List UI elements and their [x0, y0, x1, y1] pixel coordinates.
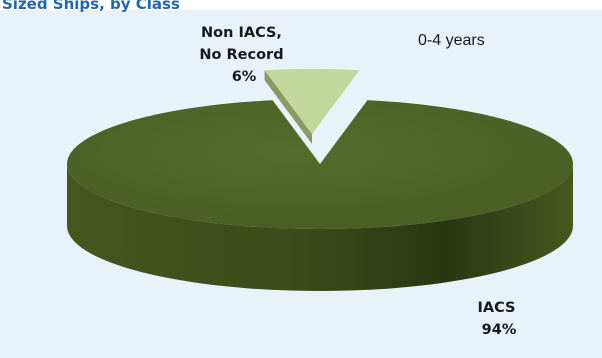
pie-slice-iacs-side — [67, 164, 573, 291]
slice-label-iacs-line-2: 94% — [482, 322, 517, 338]
pie-slice-iacs — [67, 100, 574, 230]
pie-slice-non-iacs — [264, 69, 360, 134]
slice-label-non-iacs-line-3: 6% — [232, 69, 257, 85]
pie-slice-non-iacs-side — [264, 70, 312, 144]
slice-label-iacs-line-1: IACS — [477, 300, 515, 316]
chart-annotation: 0-4 years — [418, 32, 485, 49]
slice-label-non-iacs-line-2: No Record — [199, 47, 283, 63]
chart-title: Sized Ships, by Class — [2, 0, 180, 13]
slice-label-iacs: IACS 94% — [477, 300, 520, 338]
slice-label-non-iacs: Non IACS, No Record 6% — [199, 25, 288, 85]
slice-label-non-iacs-line-1: Non IACS, — [201, 25, 282, 41]
